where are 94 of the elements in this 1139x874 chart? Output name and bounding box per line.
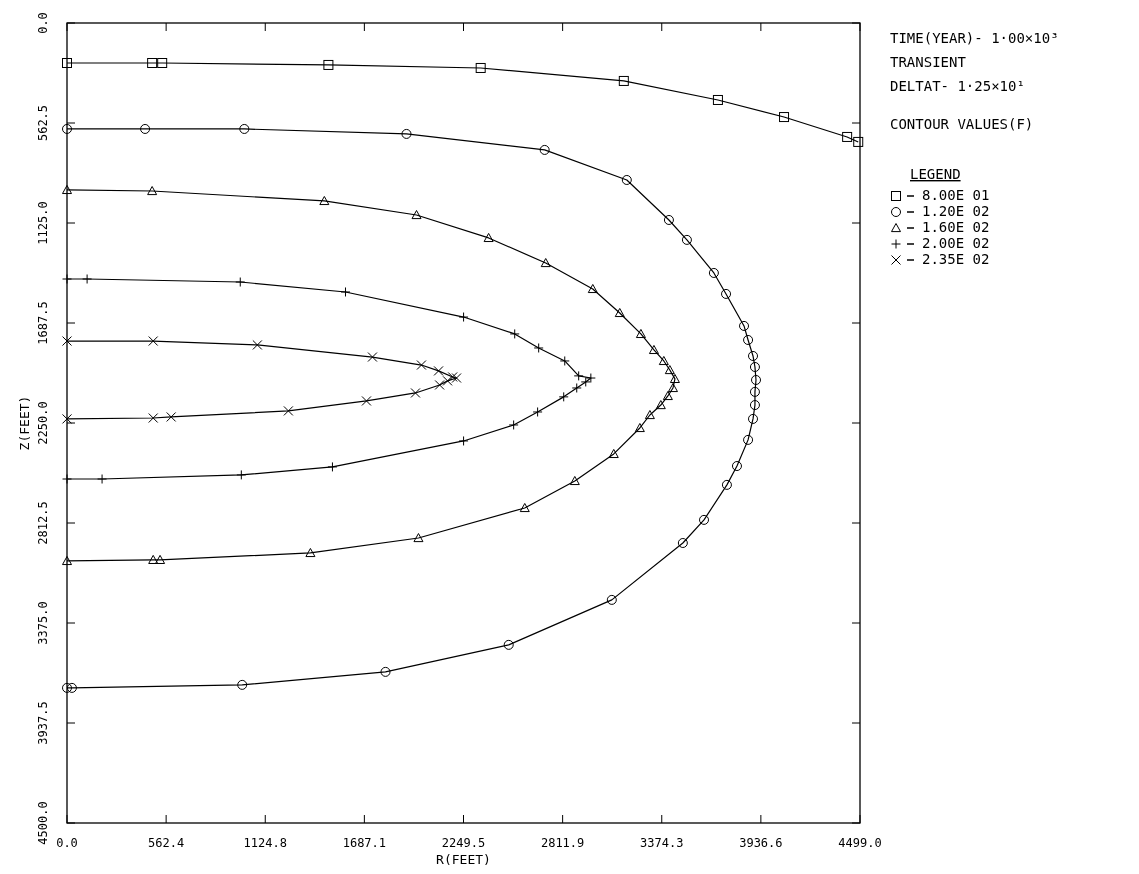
point: [712, 94, 723, 105]
y-tick-label: 2812.5: [36, 501, 50, 545]
point: [635, 328, 646, 339]
point: [621, 174, 632, 185]
point: [634, 422, 645, 433]
point: [779, 112, 790, 123]
point: [148, 554, 159, 564]
y-tick-label: 1687.5: [36, 301, 50, 345]
legend-label: 8.00E 01: [922, 187, 990, 203]
legend-label: 1.60E 02: [922, 219, 990, 235]
x-tick-label: 4499.0: [838, 836, 882, 850]
point: [743, 334, 754, 345]
point: [749, 386, 760, 397]
point: [606, 594, 617, 605]
point: [658, 355, 669, 366]
point: [147, 58, 158, 68]
point: [587, 283, 598, 294]
point: [648, 344, 659, 355]
point: [721, 479, 732, 490]
point: [748, 413, 759, 424]
point: [681, 234, 692, 245]
point: [413, 533, 424, 543]
point: [237, 679, 248, 690]
point: [749, 362, 760, 372]
point: [708, 267, 719, 278]
text: TRANSIENT: [890, 54, 967, 70]
y-tick-label: 1125.0: [36, 201, 50, 245]
point: [663, 214, 674, 225]
point: [614, 307, 625, 318]
point: [618, 75, 629, 86]
y-tick-label: 0.0: [36, 12, 50, 34]
point: [608, 448, 619, 459]
y-tick-label: 4500.0: [36, 801, 50, 845]
y-axis-title: Z(FEET): [17, 395, 32, 451]
text: DELTAT- 1·25×10¹: [890, 78, 1025, 94]
legend-label: 2.00E 02: [922, 235, 990, 251]
y-tick-label: 562.5: [36, 104, 50, 142]
point: [483, 232, 494, 243]
point: [157, 58, 168, 68]
x-tick-label: 0.0: [56, 836, 78, 850]
legend-label: 2.35E 02: [922, 251, 990, 267]
point: [62, 123, 72, 134]
y-tick-label: 3375.0: [36, 601, 50, 645]
x-tick-label: 3936.6: [739, 836, 783, 850]
point: [147, 186, 158, 196]
point: [475, 62, 486, 73]
text: TIME(YEAR)- 1·00×10³: [890, 30, 1059, 46]
point: [699, 514, 710, 525]
point: [743, 434, 754, 445]
point: [62, 682, 72, 693]
point: [739, 320, 750, 331]
point: [503, 639, 514, 650]
point: [519, 502, 530, 513]
x-tick-label: 2249.5: [441, 836, 486, 850]
x-axis-title: R(FEET): [436, 852, 491, 867]
legend-label: 1.20E 02: [922, 203, 990, 219]
point: [401, 128, 412, 139]
point: [239, 123, 250, 134]
x-tick-label: 562.4: [148, 836, 185, 850]
point: [731, 461, 742, 472]
point: [380, 666, 391, 677]
x-tick-label: 3374.3: [640, 836, 684, 850]
y-tick-label: 2250.0: [36, 401, 50, 445]
point: [669, 373, 680, 384]
point: [62, 184, 72, 195]
point: [155, 554, 166, 564]
y-tick-label: 3937.5: [36, 701, 50, 745]
point: [540, 258, 551, 268]
x-tick-label: 2811.9: [540, 836, 585, 850]
point: [655, 400, 666, 410]
point: [569, 475, 580, 486]
x-tick-label: 1124.8: [243, 836, 287, 850]
point: [842, 131, 853, 142]
point: [66, 682, 77, 693]
point: [749, 400, 760, 411]
point: [411, 210, 422, 220]
point: [305, 547, 316, 558]
point: [323, 59, 334, 70]
point: [721, 288, 732, 299]
text: CONTOUR VALUES(F): [890, 116, 1034, 132]
point: [644, 410, 655, 420]
point: [62, 555, 72, 566]
point: [539, 144, 550, 155]
point: [140, 123, 151, 134]
point: [662, 390, 673, 401]
point: [667, 382, 678, 393]
x-tick-label: 1687.1: [342, 836, 387, 850]
point: [677, 538, 688, 548]
point: [748, 350, 759, 361]
point: [853, 136, 864, 147]
point: [751, 374, 762, 385]
point: [319, 195, 330, 206]
point: [664, 365, 675, 375]
legend-title: LEGEND: [910, 166, 961, 182]
